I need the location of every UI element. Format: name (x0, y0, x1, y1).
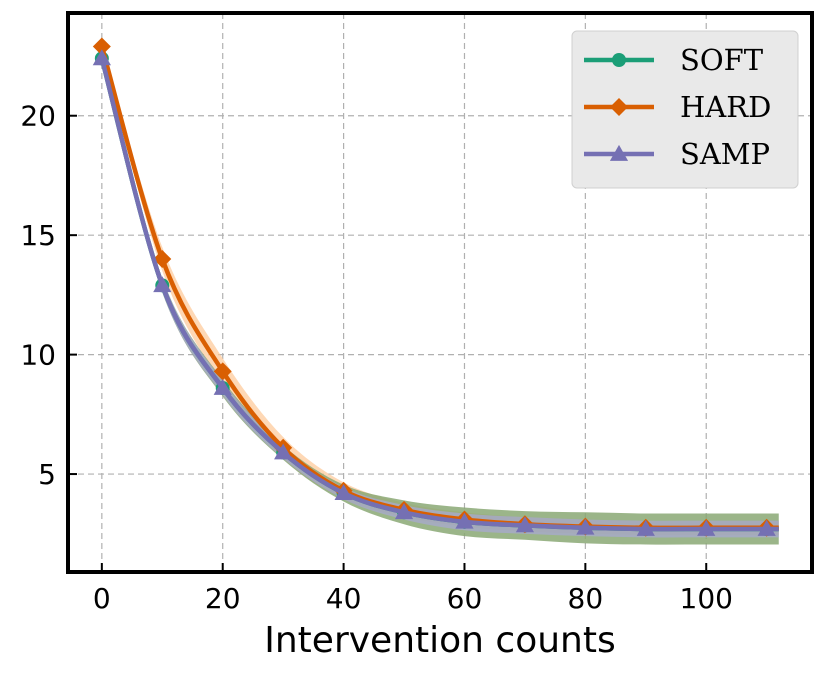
point-samp (455, 512, 474, 529)
legend-label-hard: HARD (680, 90, 771, 124)
x-tick-label: 0 (93, 582, 111, 615)
point-samp (576, 518, 595, 535)
y-tick-label: 20 (20, 100, 56, 133)
legend-marker-hard (610, 98, 628, 116)
legend-label-soft: SOFT (680, 43, 764, 77)
axis-ticks: 0 20 40 60 80 100 5 10 15 20 (20, 100, 733, 615)
point-samp (274, 443, 293, 460)
x-tick-label: 60 (447, 582, 483, 615)
point-samp (213, 378, 232, 395)
x-tick-label: 100 (680, 582, 733, 615)
point-samp (757, 519, 776, 536)
series-lines (92, 37, 779, 537)
legend-marker-soft (612, 53, 626, 67)
grid (68, 13, 812, 572)
point-hard (213, 362, 232, 381)
point-hard (153, 250, 172, 269)
x-tick-label: 80 (568, 582, 604, 615)
x-tick-label: 20 (205, 582, 241, 615)
point-samp (697, 519, 716, 536)
y-tick-label: 10 (20, 339, 56, 372)
point-hard (92, 37, 111, 56)
legend-box (571, 30, 799, 189)
point-samp (153, 276, 172, 293)
point-samp (334, 484, 353, 500)
line-samp (99, 57, 779, 532)
legend-label-samp: SAMP (680, 137, 770, 171)
legend: SOFT HARD SAMP (571, 30, 799, 189)
point-samp (636, 519, 655, 536)
y-tick-label: 15 (20, 219, 56, 252)
y-tick-label: 5 (38, 458, 56, 491)
point-samp (394, 503, 414, 520)
plot-frame (66, 11, 814, 574)
point-samp (92, 49, 111, 66)
x-axis-title: Intervention counts (264, 620, 616, 661)
point-samp (515, 516, 535, 533)
x-tick-label: 40 (326, 582, 362, 615)
legend-marker-samp (609, 144, 629, 161)
